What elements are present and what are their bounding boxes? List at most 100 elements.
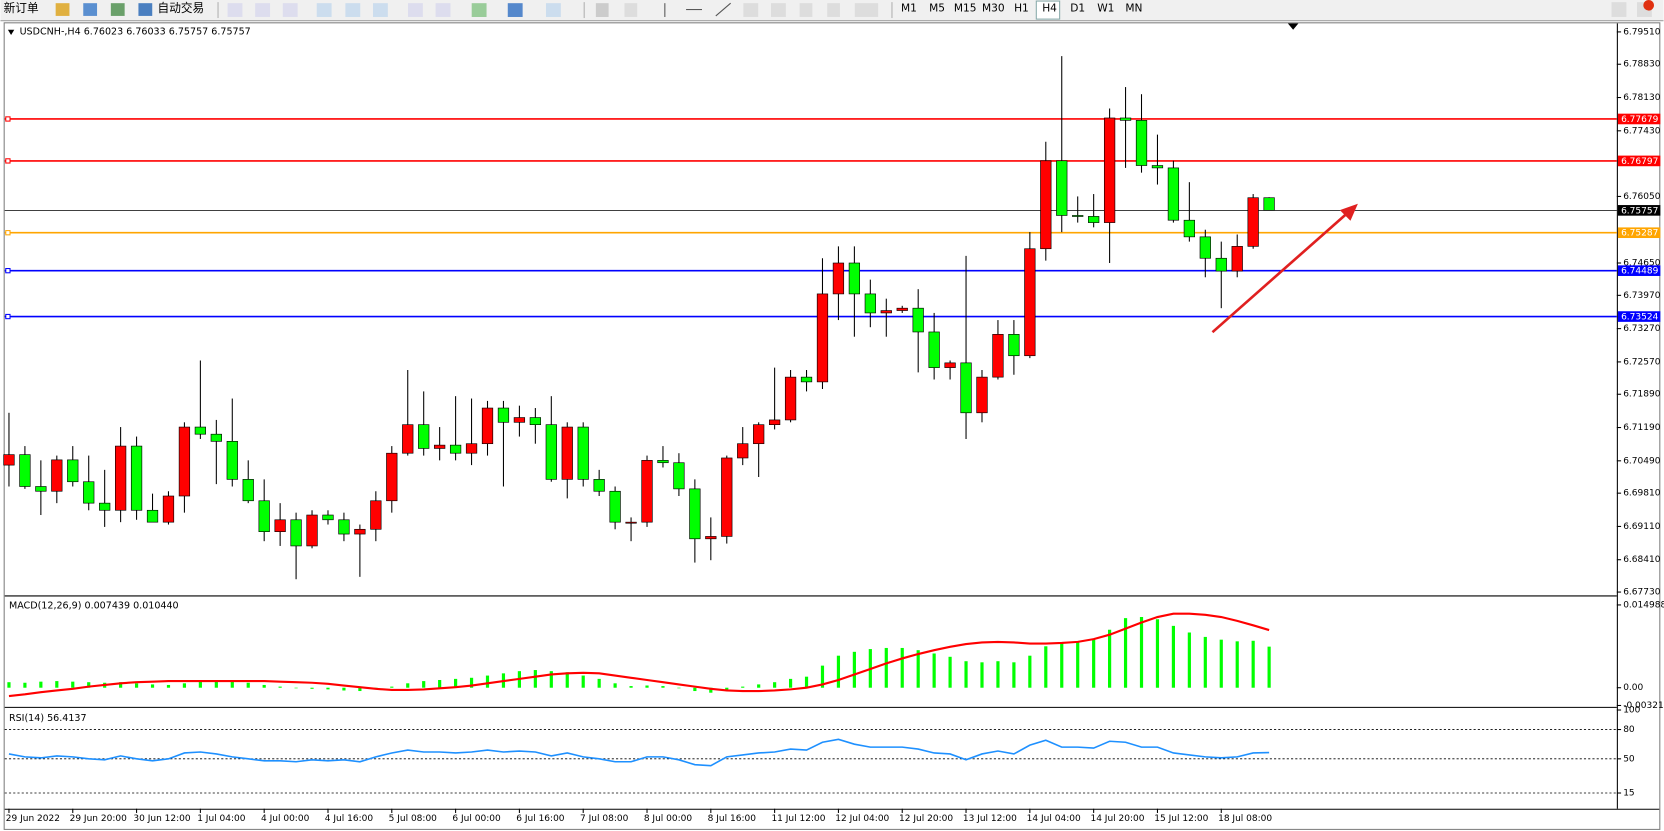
price-label: 6.76797 — [1621, 157, 1658, 167]
period-button[interactable]: M1 — [901, 1, 917, 14]
candle-body — [593, 479, 605, 492]
candle-body — [162, 495, 175, 523]
candle-body — [1103, 117, 1116, 223]
candle-body — [864, 293, 876, 314]
arrow-tool[interactable] — [854, 3, 879, 17]
candle-body — [130, 445, 143, 511]
x-tick-label: 14 Jul 20:00 — [1090, 814, 1144, 824]
candle-body — [1024, 248, 1036, 357]
candle-body — [1215, 257, 1227, 272]
candle-body — [322, 514, 334, 521]
candle-body — [1151, 165, 1164, 169]
line-anchor — [5, 313, 11, 320]
icon[interactable] — [255, 3, 271, 17]
candle-body — [194, 426, 207, 435]
icon[interactable] — [227, 3, 243, 17]
candle-body — [449, 444, 462, 454]
icon[interactable] — [282, 3, 298, 17]
candle-body — [960, 362, 972, 414]
icon[interactable] — [83, 3, 98, 16]
icon[interactable] — [110, 3, 125, 16]
candle-body — [274, 519, 286, 532]
icon[interactable] — [372, 3, 388, 17]
price-label-box — [1617, 113, 1661, 125]
candle-body — [513, 417, 526, 423]
candle-body — [784, 376, 797, 421]
cursor-tool[interactable] — [595, 3, 609, 17]
candle-body — [880, 310, 892, 314]
period-button[interactable]: M5 — [929, 1, 945, 14]
autotrade-button[interactable]: 自动交易 — [158, 1, 205, 15]
icon[interactable] — [770, 3, 786, 17]
y-tick-label: 80 — [1623, 725, 1635, 735]
candle-body — [625, 521, 637, 524]
candle-body — [1247, 197, 1259, 247]
candle-body — [1088, 216, 1100, 223]
candle-body — [1167, 167, 1180, 221]
candle-body — [1008, 334, 1020, 357]
bid-label: 6.75757 — [1621, 206, 1658, 216]
candle-body — [354, 528, 366, 535]
icon[interactable] — [435, 3, 451, 17]
candle-body — [529, 417, 541, 426]
line-anchor — [5, 116, 11, 122]
line-anchor — [5, 158, 11, 164]
candle-body — [67, 459, 79, 483]
candle-body — [561, 426, 573, 480]
candle-body — [641, 460, 653, 523]
candle-body — [306, 514, 318, 547]
search[interactable] — [1611, 2, 1627, 17]
y-tick-label: 6.69810 — [1623, 489, 1661, 499]
icon[interactable] — [408, 3, 423, 17]
icon[interactable] — [345, 3, 361, 17]
chart-frame — [3, 22, 1661, 830]
period-button[interactable]: M30 — [982, 1, 1005, 14]
period-pressed — [1035, 0, 1061, 20]
candle-body — [19, 454, 31, 487]
crosshair-tool[interactable] — [624, 3, 638, 17]
candle-body — [1135, 120, 1148, 166]
y-tick-label: 6.76050 — [1623, 192, 1661, 202]
candle-body — [290, 519, 302, 547]
x-tick-label: 11 Jul 12:00 — [771, 814, 825, 824]
y-tick-label: 6.70490 — [1623, 456, 1661, 466]
icon[interactable] — [743, 3, 759, 17]
period-button[interactable]: H1 — [1014, 1, 1029, 14]
candle-body — [1231, 246, 1243, 272]
new-order-button[interactable]: 新订单 — [4, 1, 39, 15]
candle-body — [769, 419, 781, 426]
x-tick-label: 4 Jul 00:00 — [261, 814, 310, 824]
icon[interactable] — [55, 3, 70, 16]
candle-body — [816, 293, 829, 383]
y-tick-label: 6.73270 — [1623, 324, 1661, 334]
text-tool[interactable] — [799, 3, 813, 17]
y-tick-label: 6.77430 — [1623, 126, 1661, 136]
trendline-tool[interactable] — [715, 2, 731, 17]
icon[interactable] — [316, 3, 332, 17]
candle-body — [992, 334, 1004, 378]
icon[interactable] — [471, 3, 487, 17]
candle-body — [737, 443, 749, 459]
candle-body — [178, 426, 191, 497]
candle-body — [928, 331, 940, 368]
x-tick-label: 6 Jul 00:00 — [452, 814, 501, 824]
y-tick-label: 6.71890 — [1623, 390, 1661, 400]
icon[interactable] — [507, 3, 523, 17]
y-tick-label: 6.71190 — [1623, 423, 1661, 433]
period-button[interactable]: W1 — [1097, 1, 1114, 14]
x-tick-label: 29 Jun 2022 — [6, 814, 60, 824]
period-button[interactable]: MN — [1125, 1, 1142, 14]
x-tick-label: 12 Jul 04:00 — [835, 814, 889, 824]
autotrade-icon[interactable] — [138, 3, 153, 16]
candle-body — [1056, 160, 1068, 216]
price-label: 6.77679 — [1621, 115, 1659, 125]
label-tool[interactable] — [827, 3, 840, 17]
drawn-arrow — [1211, 211, 1350, 334]
candle-body — [146, 509, 159, 523]
period-button[interactable]: M15 — [954, 1, 977, 14]
period-buttons: M1 M5 M15 M30 H1 H4 D1 W1 MN — [901, 1, 1142, 14]
period-button[interactable]: H4 — [1042, 1, 1057, 14]
icon[interactable] — [545, 3, 561, 17]
period-button[interactable]: D1 — [1070, 1, 1085, 14]
